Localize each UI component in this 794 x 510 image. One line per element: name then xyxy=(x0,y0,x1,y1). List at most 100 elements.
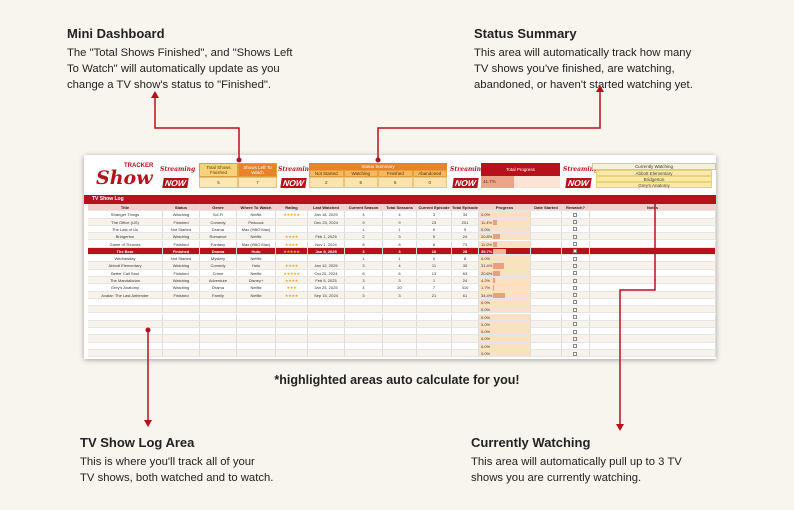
rating-cell: ★★★★ xyxy=(276,277,308,285)
log-cell: Mystery xyxy=(200,255,237,263)
log-cell: Hulu xyxy=(237,247,276,256)
progress-cell: 11.0% xyxy=(479,240,531,248)
log-cell: Netflix xyxy=(237,233,276,241)
rewatch-cell xyxy=(562,233,590,241)
log-cell xyxy=(88,313,163,321)
log-cell: 10 xyxy=(417,247,452,256)
checkbox[interactable] xyxy=(573,351,577,356)
rating-cell: ★★★ xyxy=(276,284,308,292)
status-summary-title: Status Summary xyxy=(309,163,447,170)
currently-watching-item: Bridgerton xyxy=(596,176,712,182)
log-cell xyxy=(88,328,163,336)
checkbox[interactable] xyxy=(573,344,577,349)
footnote: *highlighted areas auto calculate for yo… xyxy=(274,373,520,387)
checkbox[interactable] xyxy=(573,263,577,268)
arrow-head xyxy=(151,91,159,98)
checkbox[interactable] xyxy=(573,315,577,319)
status-value: 2 xyxy=(309,177,344,188)
log-cell: Watching xyxy=(163,211,200,219)
log-cell xyxy=(531,240,562,248)
log-cell: Abbott Elementary xyxy=(88,262,163,270)
log-cell xyxy=(237,313,276,321)
progress-cell: 35.7% xyxy=(479,247,531,256)
rating-cell xyxy=(276,335,308,343)
rating-cell: ★★★★ xyxy=(276,262,308,270)
log-area-note: TV Show Log Area This is where you'll tr… xyxy=(80,435,273,486)
log-cell xyxy=(237,328,276,336)
column-header: Rating xyxy=(276,204,308,212)
checkbox[interactable] xyxy=(573,256,577,261)
progress-label: 0.0% xyxy=(481,336,491,342)
log-cell: 3 xyxy=(383,277,417,285)
log-cell: 11 xyxy=(417,262,452,270)
checkbox[interactable] xyxy=(573,242,577,246)
progress-label: 0.0% xyxy=(481,314,491,320)
log-cell xyxy=(590,255,716,263)
checkbox[interactable] xyxy=(573,293,577,298)
log-cell: The Bear xyxy=(88,247,163,256)
currently-watching-item: Grey's Anatomy xyxy=(596,182,712,188)
rewatch-cell xyxy=(562,320,590,329)
connector xyxy=(619,200,656,424)
log-cell: Feb 1, 2025 xyxy=(308,233,345,241)
rating-cell xyxy=(276,225,308,234)
checkbox[interactable] xyxy=(573,220,577,225)
log-cell: The Mandalorian xyxy=(88,277,163,285)
log-cell: Drama xyxy=(200,284,237,292)
log-cell xyxy=(452,342,479,350)
log-cell: 7 xyxy=(417,284,452,292)
status-label: Not Started xyxy=(309,170,344,177)
checkbox[interactable] xyxy=(573,278,577,283)
log-cell xyxy=(590,320,716,329)
checkbox[interactable] xyxy=(573,307,577,312)
column-header: Title xyxy=(88,204,163,212)
note-line: TV shows you've finished, are watching, xyxy=(474,63,675,75)
log-cell xyxy=(590,240,716,248)
log-cell xyxy=(590,306,716,314)
log-cell: 13 xyxy=(417,269,452,277)
log-cell: 21 xyxy=(417,291,452,299)
checkbox[interactable] xyxy=(573,336,577,341)
progress-label: 0.0% xyxy=(481,321,491,327)
dashboard-value: 5 xyxy=(199,177,238,188)
arrow-head xyxy=(616,424,624,431)
checkbox[interactable] xyxy=(573,227,577,232)
progress-bar xyxy=(493,241,497,247)
log-cell: 3 xyxy=(345,262,383,270)
log-cell xyxy=(237,320,276,329)
log-cell xyxy=(237,335,276,343)
log-cell xyxy=(531,233,562,241)
checkbox[interactable] xyxy=(573,329,577,334)
progress-label: 11.0% xyxy=(481,241,493,247)
log-cell: Peacock xyxy=(237,218,276,226)
note-line: change a TV show's status to "Finished". xyxy=(67,79,272,91)
checkbox[interactable] xyxy=(573,285,577,290)
progress-cell: 0.0% xyxy=(479,320,531,329)
log-cell xyxy=(531,225,562,234)
log-cell xyxy=(590,328,716,336)
checkbox[interactable] xyxy=(573,300,577,305)
log-cell xyxy=(531,313,562,321)
column-header: Current Episode xyxy=(417,204,452,212)
checkbox[interactable] xyxy=(573,249,577,254)
checkbox[interactable] xyxy=(573,234,577,239)
log-cell xyxy=(308,225,345,234)
streaming-badge: Streaming NOW xyxy=(160,166,195,191)
checkbox[interactable] xyxy=(573,322,577,327)
rating-cell xyxy=(276,306,308,314)
checkbox[interactable] xyxy=(573,212,577,217)
progress-label: 20.8% xyxy=(481,234,493,240)
log-cell xyxy=(308,306,345,314)
currently-watching-note: Currently Watching This area will automa… xyxy=(471,435,682,486)
progress-cell: 0.0% xyxy=(479,255,531,263)
log-cell xyxy=(163,320,200,329)
log-cell xyxy=(590,291,716,299)
log-cell: 2 xyxy=(345,233,383,241)
log-cell xyxy=(590,225,716,234)
rewatch-cell xyxy=(562,350,590,358)
log-cell xyxy=(88,298,163,307)
log-cell: 5 xyxy=(417,233,452,241)
log-cell: Netflix xyxy=(237,291,276,299)
log-cell xyxy=(417,313,452,321)
checkbox[interactable] xyxy=(573,271,577,276)
